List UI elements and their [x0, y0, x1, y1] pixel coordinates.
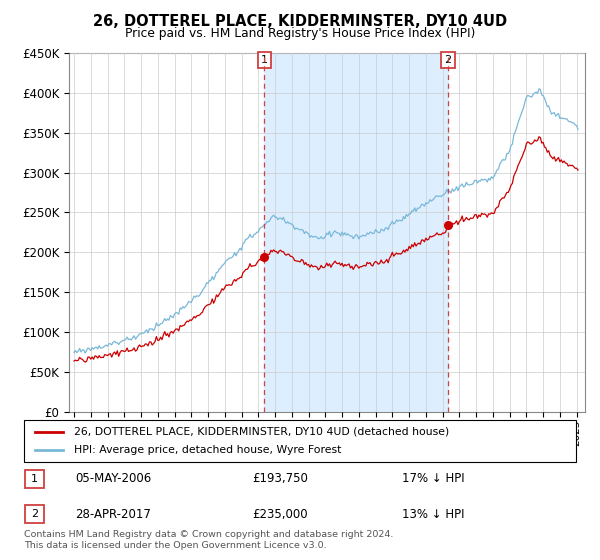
Text: 26, DOTTEREL PLACE, KIDDERMINSTER, DY10 4UD (detached house): 26, DOTTEREL PLACE, KIDDERMINSTER, DY10 … — [74, 427, 449, 437]
FancyBboxPatch shape — [25, 470, 44, 488]
Text: 2: 2 — [445, 55, 452, 65]
Text: 13% ↓ HPI: 13% ↓ HPI — [402, 507, 464, 521]
Text: HPI: Average price, detached house, Wyre Forest: HPI: Average price, detached house, Wyre… — [74, 445, 341, 455]
Text: 1: 1 — [260, 55, 268, 65]
FancyBboxPatch shape — [24, 420, 576, 462]
FancyBboxPatch shape — [25, 505, 44, 523]
Text: This data is licensed under the Open Government Licence v3.0.: This data is licensed under the Open Gov… — [24, 541, 326, 550]
Text: Contains HM Land Registry data © Crown copyright and database right 2024.: Contains HM Land Registry data © Crown c… — [24, 530, 394, 539]
Text: 1: 1 — [31, 474, 38, 484]
Text: 17% ↓ HPI: 17% ↓ HPI — [402, 472, 464, 486]
Text: 2: 2 — [31, 509, 38, 519]
Text: £235,000: £235,000 — [252, 507, 308, 521]
Text: £193,750: £193,750 — [252, 472, 308, 486]
Bar — [264, 53, 448, 412]
Text: 26, DOTTEREL PLACE, KIDDERMINSTER, DY10 4UD: 26, DOTTEREL PLACE, KIDDERMINSTER, DY10 … — [93, 14, 507, 29]
Text: 28-APR-2017: 28-APR-2017 — [75, 507, 151, 521]
Text: Price paid vs. HM Land Registry's House Price Index (HPI): Price paid vs. HM Land Registry's House … — [125, 27, 475, 40]
Text: 05-MAY-2006: 05-MAY-2006 — [75, 472, 151, 486]
